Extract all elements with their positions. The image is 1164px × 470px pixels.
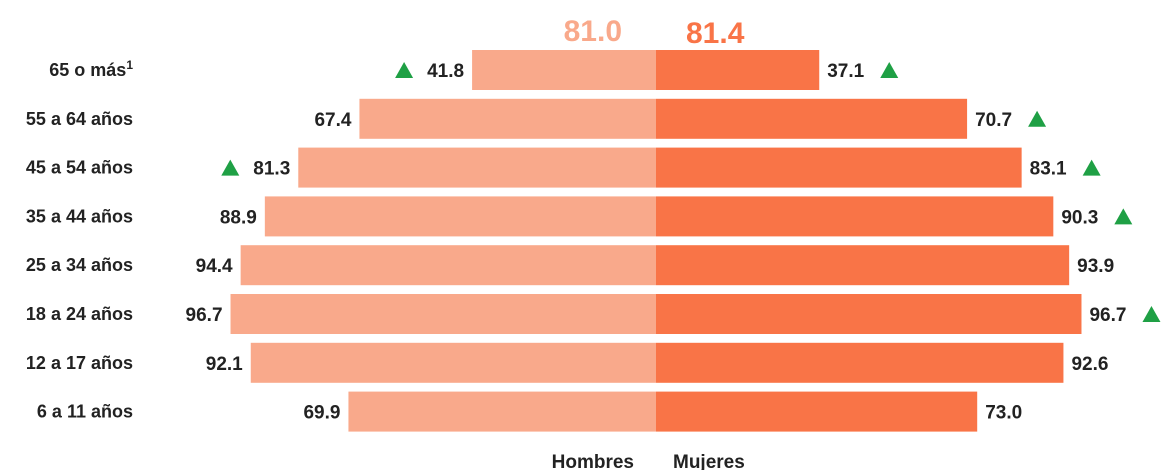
total-label-hombres: 81.0: [564, 15, 622, 48]
value-label-hombres: 67.4: [314, 110, 351, 131]
category-label: 6 a 11 años: [37, 402, 133, 422]
bar-mujeres: [656, 342, 1064, 383]
bar-mujeres: [656, 294, 1082, 334]
value-label-hombres: 88.9: [220, 207, 257, 228]
increase-marker-mujeres: [880, 62, 899, 78]
bar-hombres: [298, 147, 656, 188]
value-label-hombres: 96.7: [186, 305, 223, 326]
increase-marker-hombres: [395, 62, 414, 78]
category-label: 65 o más1: [49, 58, 133, 80]
value-label-mujeres: 83.1: [1030, 159, 1067, 180]
bar-mujeres: [656, 196, 1054, 237]
axis-label-mujeres: Mujeres: [673, 452, 745, 470]
category-label: 35 a 44 años: [26, 206, 133, 226]
increase-marker-hombres: [221, 159, 240, 176]
category-label: 55 a 64 años: [26, 109, 133, 129]
increase-marker-mujeres: [1082, 159, 1101, 176]
increase-marker-mujeres: [1028, 110, 1047, 127]
increase-marker-mujeres: [1114, 208, 1133, 225]
bar-hombres: [250, 342, 656, 383]
value-label-hombres: 41.8: [427, 61, 464, 82]
bar-mujeres: [656, 50, 820, 90]
category-label: 25 a 34 años: [26, 255, 133, 275]
value-label-hombres: 81.3: [253, 159, 290, 180]
bar-hombres: [359, 98, 656, 139]
value-label-mujeres: 70.7: [975, 110, 1012, 131]
value-label-mujeres: 73.0: [985, 403, 1022, 424]
value-label-hombres: 92.1: [206, 354, 243, 375]
total-label-mujeres: 81.4: [686, 17, 745, 50]
bar-hombres: [230, 294, 656, 334]
value-label-mujeres: 96.7: [1089, 305, 1126, 326]
category-label: 45 a 54 años: [26, 158, 133, 178]
increase-marker-mujeres: [1142, 306, 1161, 322]
bar-hombres: [240, 245, 656, 286]
value-label-hombres: 69.9: [303, 403, 340, 424]
bar-hombres: [348, 391, 656, 432]
bar-hombres: [472, 50, 656, 90]
value-label-mujeres: 93.9: [1077, 256, 1114, 277]
category-label: 18 a 24 años: [26, 304, 133, 324]
bar-mujeres: [656, 391, 978, 432]
value-label-hombres: 94.4: [196, 256, 233, 277]
bar-mujeres: [656, 147, 1022, 188]
value-label-mujeres: 37.1: [827, 61, 864, 82]
bar-rows: 65 o más1 41.8 37.1 55 a 64 años 67.4 70.7 45 …: [26, 50, 1161, 432]
bar-mujeres: [656, 245, 1070, 286]
value-label-mujeres: 92.6: [1071, 354, 1108, 375]
axis-label-hombres: Hombres: [552, 452, 634, 470]
value-label-mujeres: 90.3: [1061, 207, 1098, 228]
bar-mujeres: [656, 98, 968, 139]
category-label: 12 a 17 años: [26, 353, 133, 373]
bar-hombres: [264, 196, 656, 237]
